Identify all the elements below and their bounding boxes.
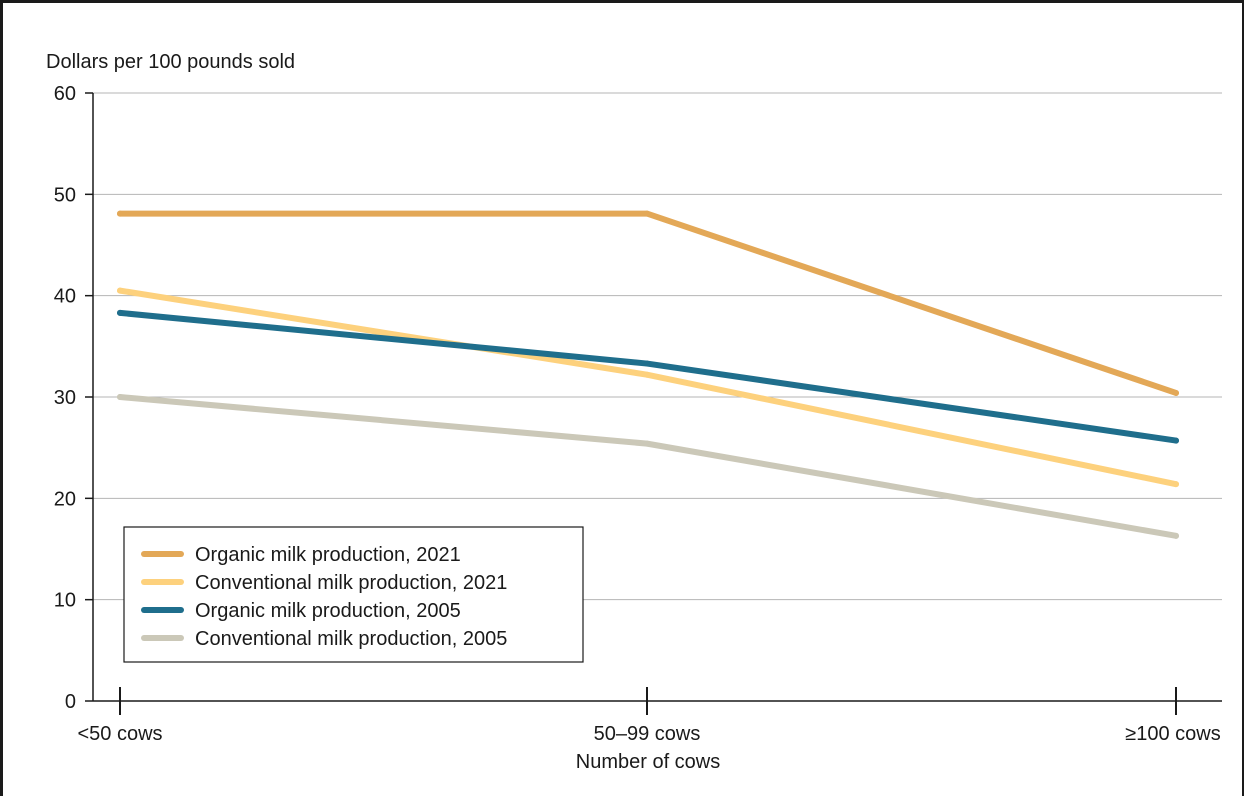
legend-label: Conventional milk production, 2005 (195, 628, 507, 650)
data-point (1173, 437, 1179, 444)
data-point (1173, 481, 1179, 488)
data-point (644, 210, 650, 217)
legend-label: Organic milk production, 2021 (195, 544, 461, 566)
x-tick-label: ≥100 cows (1125, 723, 1220, 745)
legend-label: Conventional milk production, 2021 (195, 572, 507, 594)
data-point (117, 210, 123, 217)
x-tick-label: <50 cows (77, 723, 162, 745)
y-tick-label: 30 (54, 387, 76, 409)
data-point (644, 360, 650, 367)
y-tick-label: 20 (54, 488, 76, 510)
data-point (117, 287, 123, 294)
y-tick-label: 10 (54, 590, 76, 612)
data-point (1173, 389, 1179, 396)
legend-box (123, 526, 584, 663)
x-axis-label: Number of cows (576, 751, 721, 773)
data-point (1173, 532, 1179, 539)
data-point (117, 309, 123, 316)
x-tick-label: 50–99 cows (594, 723, 701, 745)
y-tick-label: 0 (65, 691, 76, 713)
axes: 0 10 20 30 40 50 60 <50 cows 50–99 cows ≥100 cows (54, 83, 1222, 745)
series-lines (117, 210, 1179, 539)
series-line (117, 287, 1179, 488)
line-chart: Dollars per 100 pounds sold 0 10 20 30 40 50 6… (46, 51, 1222, 773)
y-tick-label: 60 (54, 83, 76, 105)
legend: Organic milk production, 2021 Conventiona… (123, 526, 584, 663)
data-point (117, 394, 123, 400)
data-point (644, 440, 650, 447)
data-point (644, 371, 650, 378)
y-tick-label: 40 (54, 286, 76, 308)
y-axis-label: Dollars per 100 pounds sold (46, 51, 295, 73)
y-tick-label: 50 (54, 184, 76, 206)
gridlines (93, 92, 1222, 601)
legend-label: Organic milk production, 2005 (195, 600, 461, 622)
